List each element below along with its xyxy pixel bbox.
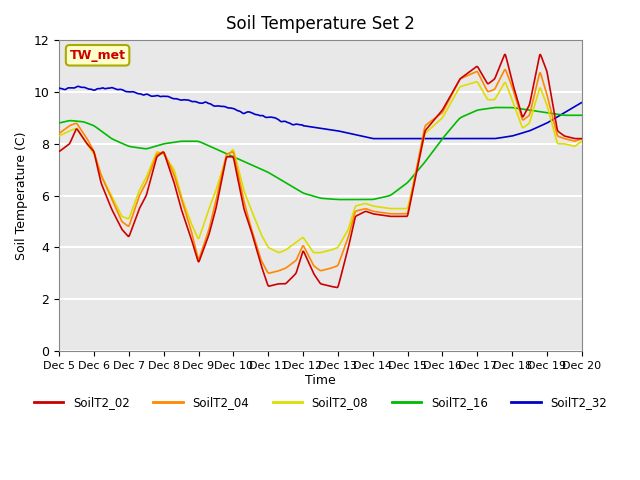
- Title: Soil Temperature Set 2: Soil Temperature Set 2: [226, 15, 415, 33]
- X-axis label: Time: Time: [305, 374, 336, 387]
- Legend: SoilT2_02, SoilT2_04, SoilT2_08, SoilT2_16, SoilT2_32: SoilT2_02, SoilT2_04, SoilT2_08, SoilT2_…: [29, 391, 612, 414]
- Text: TW_met: TW_met: [70, 49, 125, 62]
- Y-axis label: Soil Temperature (C): Soil Temperature (C): [15, 132, 28, 260]
